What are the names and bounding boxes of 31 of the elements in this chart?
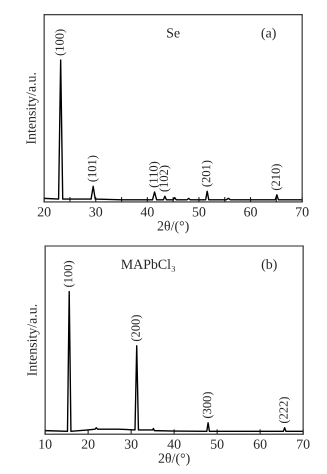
y-axis-title: Intensity/a.u. xyxy=(27,304,40,376)
x-tick-label: 70 xyxy=(296,207,309,217)
y-axis-title: Intensity/a.u. xyxy=(26,72,39,144)
text: (a) xyxy=(262,28,276,40)
annotation: (102) xyxy=(159,166,171,192)
x-tick-label: 30 xyxy=(89,207,102,217)
annotation: (100) xyxy=(54,29,66,56)
x-tick-label: 60 xyxy=(244,207,257,217)
x-axis-title: 2θ/(°) xyxy=(158,220,189,234)
annotation: (110) xyxy=(148,162,160,188)
x-tick-label: 30 xyxy=(124,439,138,449)
x-tick-label: 70 xyxy=(297,439,310,449)
x-tick-label: 20 xyxy=(82,439,95,449)
annotation: (210) xyxy=(271,164,283,190)
annotation: (222) xyxy=(278,397,290,424)
text: (b) xyxy=(262,259,277,272)
annotation: (201) xyxy=(202,160,213,187)
annotation: (101) xyxy=(88,156,99,182)
x-tick-label: 60 xyxy=(254,439,267,449)
x-tick-label: 40 xyxy=(140,207,154,217)
x-tick-label: 50 xyxy=(192,207,206,217)
annotation: (200) xyxy=(131,315,142,342)
x-tick-label: 40 xyxy=(167,439,181,449)
annotation: (100) xyxy=(64,260,75,287)
x-axis-title: 2θ/(°) xyxy=(158,453,190,466)
x-tick-label: 20 xyxy=(38,207,51,217)
x-tick-label: 10 xyxy=(39,439,52,449)
chart-title: Se xyxy=(167,28,180,38)
chart-title: MAPbCl₃ xyxy=(121,259,176,272)
x-tick-label: 50 xyxy=(210,439,224,449)
annotation: (300) xyxy=(202,392,214,418)
